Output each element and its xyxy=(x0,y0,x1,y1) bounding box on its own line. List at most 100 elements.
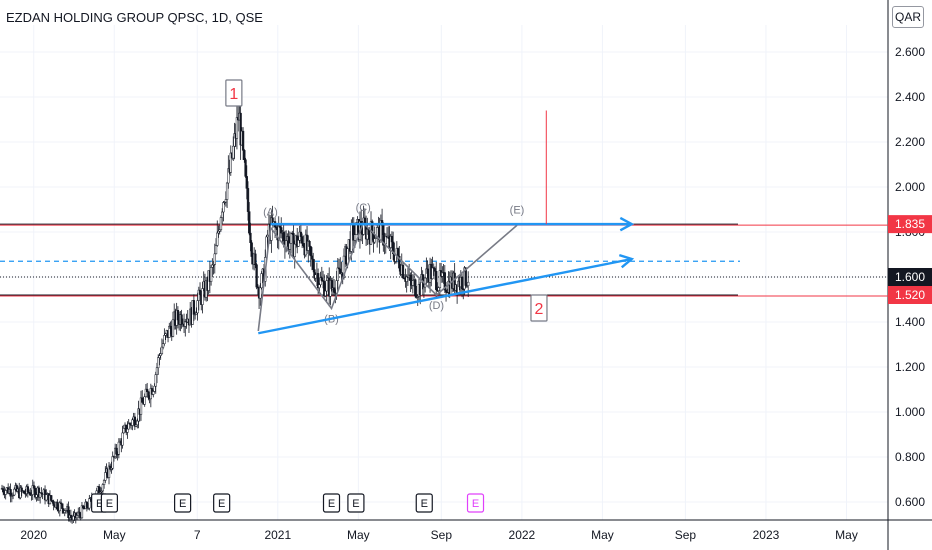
candle-body xyxy=(72,515,75,521)
candle-body xyxy=(367,229,370,235)
currency-button[interactable]: QAR xyxy=(892,6,924,28)
candle-body xyxy=(153,385,156,392)
x-tick-label: 7 xyxy=(194,528,201,542)
upper-trendline-arrowhead xyxy=(619,216,635,232)
candle-body xyxy=(414,279,417,297)
candle-body xyxy=(336,267,339,281)
candle-body xyxy=(193,313,197,316)
candle-body xyxy=(435,271,438,290)
candle-body xyxy=(219,217,223,231)
candle-body xyxy=(224,199,228,203)
x-tick-label: Sep xyxy=(431,528,453,542)
earnings-event-box xyxy=(174,493,192,513)
x-tick-label: May xyxy=(347,528,370,542)
candle-body xyxy=(26,486,29,493)
candle-body xyxy=(443,272,446,291)
x-tick-label: 2022 xyxy=(509,528,536,542)
candle-body xyxy=(309,246,312,257)
candle-body xyxy=(50,495,53,501)
candle-body xyxy=(198,289,202,295)
candle-body xyxy=(35,494,38,498)
y-tick-label: 1.200 xyxy=(895,360,925,374)
wave-label-2-box xyxy=(530,294,548,322)
candle-body xyxy=(169,325,172,329)
wave-label-1-box xyxy=(225,79,243,107)
candle-body xyxy=(248,211,251,234)
candle-body xyxy=(158,355,161,358)
candle-body xyxy=(433,268,437,272)
y-tick-label: 2.200 xyxy=(895,135,925,149)
candle-body xyxy=(111,456,114,469)
candle-body xyxy=(144,388,148,397)
price-label: 1.520 xyxy=(895,288,925,302)
candle-body xyxy=(196,300,199,314)
candle-body xyxy=(453,272,456,291)
x-tick-label: May xyxy=(835,528,858,542)
earnings-event-box xyxy=(466,493,485,513)
wave-label: (E) xyxy=(510,204,525,216)
x-tick-label: May xyxy=(103,528,126,542)
candle-body xyxy=(316,273,320,289)
candle-body xyxy=(163,335,166,344)
y-tick-label: 1.000 xyxy=(895,405,925,419)
candle-body xyxy=(308,241,311,247)
earnings-event-box xyxy=(347,493,365,513)
candle-body xyxy=(143,396,146,405)
candle-body xyxy=(312,258,315,270)
candle-body xyxy=(201,288,204,305)
candle-body xyxy=(227,168,230,184)
candle-body xyxy=(467,281,470,287)
wave-zigzag xyxy=(257,221,518,332)
candle-body xyxy=(32,485,36,489)
candle-body xyxy=(176,310,180,321)
price-label-box xyxy=(888,286,932,304)
candle-body xyxy=(241,130,245,151)
y-tick-label: 0.600 xyxy=(895,495,925,509)
candle-body xyxy=(437,287,440,291)
earnings-event-box xyxy=(322,493,341,513)
earnings-event-label: E xyxy=(352,498,359,510)
candle-body xyxy=(139,397,143,415)
candle-body xyxy=(320,277,323,281)
candle-body xyxy=(350,223,353,252)
price-label-box xyxy=(888,268,932,286)
candle-body xyxy=(52,501,55,506)
candle-body xyxy=(324,290,327,297)
candle-body xyxy=(216,232,219,246)
candle-body xyxy=(249,232,252,243)
candle-body xyxy=(157,357,160,369)
candle-body xyxy=(122,428,125,434)
candle-body xyxy=(20,487,23,492)
candle-body xyxy=(80,505,84,519)
candle-body xyxy=(78,511,81,515)
candle-body xyxy=(314,274,317,279)
candle-body xyxy=(121,432,124,446)
candle-body xyxy=(197,289,200,301)
candle-body xyxy=(284,240,288,248)
candle-body xyxy=(297,240,300,247)
chart-title: EZDAN HOLDING GROUP QPSC, 1D, QSE xyxy=(6,10,263,25)
x-tick-label: 2020 xyxy=(20,528,47,542)
candle-body xyxy=(102,480,106,485)
candle-body xyxy=(318,284,321,289)
candle-body xyxy=(107,465,111,478)
candle-body xyxy=(260,273,263,289)
candle-body xyxy=(444,289,448,293)
candle-body xyxy=(59,502,63,504)
candle-body xyxy=(9,489,12,497)
candle-body xyxy=(221,211,224,218)
candle-body xyxy=(299,231,303,237)
candle-body xyxy=(288,242,291,250)
lower-trendline xyxy=(258,257,632,335)
candle-body xyxy=(117,441,121,455)
candle-body xyxy=(161,343,165,348)
candle-body xyxy=(2,488,5,493)
candle-body xyxy=(4,490,7,495)
candle-body xyxy=(45,494,48,501)
candle-body xyxy=(136,420,139,426)
candle-body xyxy=(289,232,293,244)
candle-body xyxy=(22,490,26,494)
candle-body xyxy=(85,501,89,508)
candle-body xyxy=(13,488,16,496)
